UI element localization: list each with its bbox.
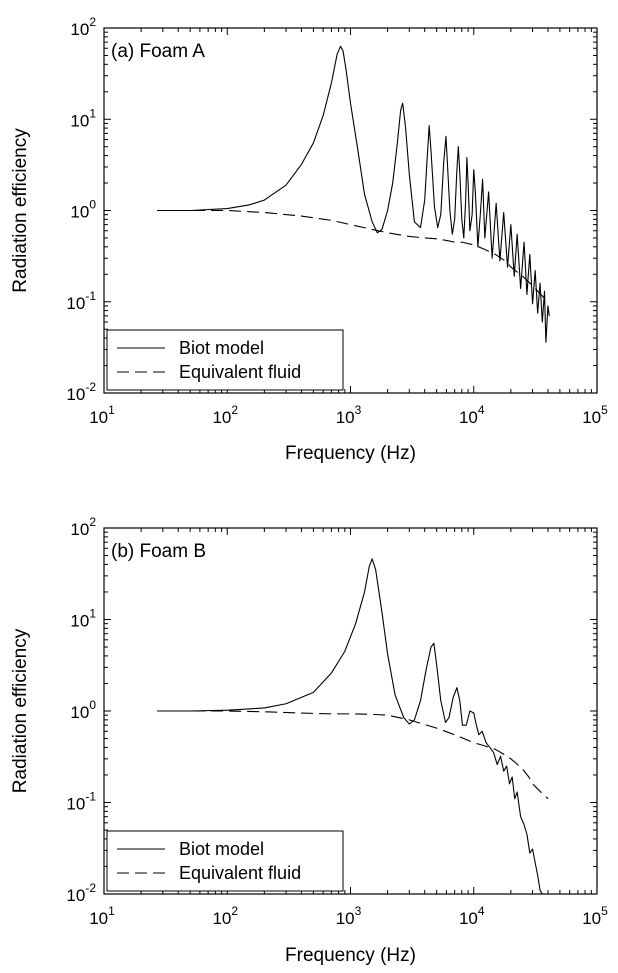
x-tick-label: 102 (212, 904, 238, 928)
series-line-equivalent-fluid (157, 209, 549, 303)
x-axis-label: Frequency (Hz) (285, 945, 416, 966)
legend-entry: Equivalent fluid (179, 863, 301, 883)
x-tick-label: 105 (582, 904, 608, 928)
legend-box (106, 329, 344, 391)
y-tick-label: 102 (70, 515, 96, 539)
y-tick-label: 100 (70, 198, 96, 222)
legend: Biot model Equivalent fluid (106, 329, 344, 391)
series-line-equivalent-fluid (157, 710, 549, 800)
y-axis-label: Radiation efficiency (10, 128, 31, 293)
y-tick-label: 102 (70, 15, 96, 39)
x-tick-label: 103 (336, 403, 362, 427)
x-tick-label: 104 (459, 904, 485, 928)
chart-panel-2: 101 102 103 104 105 10-2 10-1 100 101 102 Frequenc… (10, 515, 608, 966)
y-axis-label: Radiation efficiency (10, 628, 31, 793)
legend-box (106, 830, 344, 892)
y-tick-label: 100 (70, 698, 96, 722)
x-tick-label: 105 (582, 403, 608, 427)
axis-ticks (103, 28, 597, 394)
y-tick-label: 10-2 (66, 380, 96, 404)
series-line-biot-model (157, 558, 543, 895)
series-line-biot-model (157, 45, 550, 343)
x-tick-label: 101 (89, 904, 115, 928)
chart-title: (b) Foam B (111, 541, 206, 562)
legend-entry: Equivalent fluid (179, 362, 301, 382)
y-tick-label: 10-1 (66, 790, 96, 814)
legend-entry: Biot model (179, 338, 264, 358)
y-tick-label: 10-2 (66, 881, 96, 905)
y-tick-label: 101 (70, 106, 96, 130)
y-tick-label: 10-1 (66, 289, 96, 313)
x-tick-label: 102 (212, 403, 238, 427)
legend: Biot model Equivalent fluid (106, 830, 344, 892)
x-tick-label: 101 (89, 403, 115, 427)
legend-entry: Biot model (179, 839, 264, 859)
x-tick-label: 104 (459, 403, 485, 427)
y-tick-label: 101 (70, 607, 96, 631)
x-axis-label: Frequency (Hz) (285, 443, 416, 464)
x-tick-label: 103 (336, 904, 362, 928)
chart-panel-1: 101 102 103 104 105 10-2 10-1 100 101 102 Frequenc… (10, 15, 608, 464)
chart-title: (a) Foam A (111, 41, 205, 62)
